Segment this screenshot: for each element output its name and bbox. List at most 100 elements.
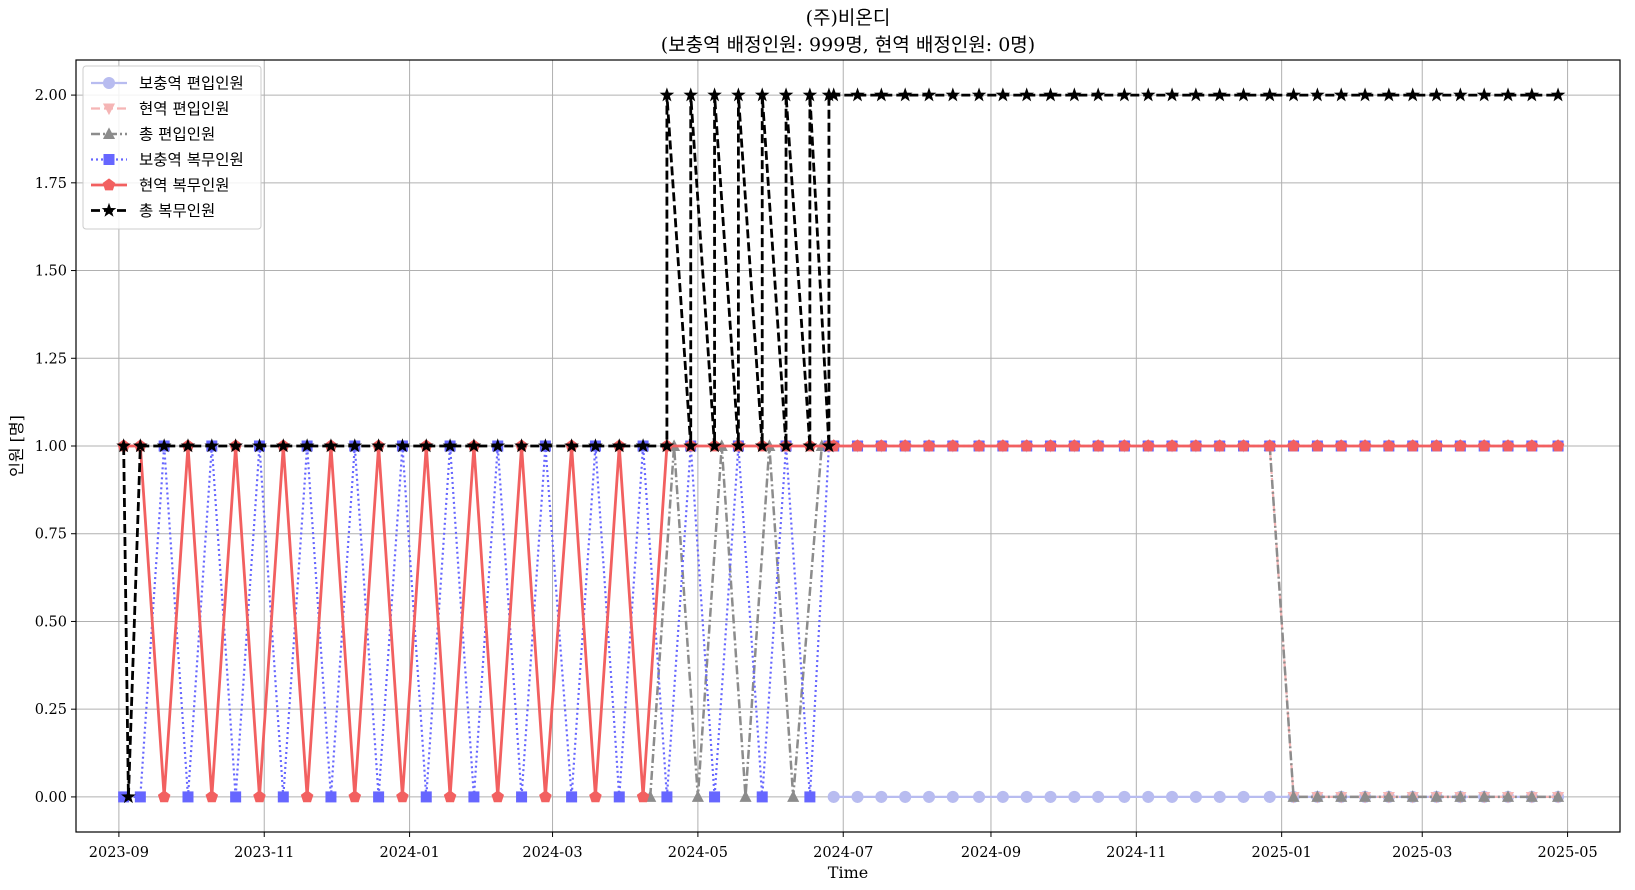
data-point [875, 790, 888, 803]
data-point [348, 790, 362, 803]
data-point [443, 790, 457, 803]
data-point [395, 438, 410, 453]
legend-item-s6: 총 복무인원 [91, 202, 215, 220]
data-point [1551, 790, 1565, 802]
x-tick-label: 2023-09 [89, 845, 149, 861]
data-point [1117, 87, 1132, 102]
data-point [420, 791, 432, 803]
data-point [1263, 439, 1277, 452]
y-tick-label: 1.00 [35, 439, 67, 455]
series-s5 [117, 439, 1565, 803]
data-point [707, 87, 722, 102]
y-tick-label: 2.00 [35, 88, 67, 104]
legend-label: 총 복무인원 [139, 202, 215, 220]
chart-subtitle: (보충역 배정인원: 999명, 현역 배정인원: 0명) [661, 34, 1035, 56]
data-point [1263, 790, 1276, 803]
data-point [102, 127, 116, 139]
data-point [731, 87, 746, 102]
data-point [180, 438, 196, 453]
data-point [611, 438, 627, 453]
data-point [1020, 439, 1033, 452]
data-point [253, 790, 266, 803]
data-point [116, 438, 131, 453]
data-point [418, 438, 434, 453]
data-point [1501, 439, 1515, 452]
x-tick-label: 2024-05 [668, 845, 728, 861]
data-point [1091, 439, 1105, 452]
data-point [1165, 439, 1179, 452]
data-point [1286, 87, 1301, 102]
data-point [1020, 790, 1033, 803]
data-point [1189, 439, 1203, 452]
data-point [1453, 87, 1468, 102]
data-point [1237, 790, 1250, 803]
data-point [514, 438, 529, 453]
data-point [101, 202, 117, 217]
chart-title: (주)비온디 [806, 7, 891, 29]
data-point [851, 790, 864, 803]
data-point [802, 438, 818, 453]
y-tick-label: 1.75 [35, 176, 67, 192]
data-point [778, 87, 794, 102]
data-point [851, 439, 864, 452]
data-point [972, 439, 986, 452]
data-point [1357, 87, 1373, 102]
data-point [516, 791, 528, 803]
data-point [1500, 87, 1516, 102]
axis-ticks: 2023-09 2023-11 2024-01 2024-03 2024-05 2024-… [35, 88, 1598, 861]
data-point [1118, 790, 1131, 803]
data-point [922, 439, 936, 452]
x-tick-label: 2025-01 [1252, 845, 1312, 861]
data-point [300, 790, 314, 803]
data-point [1067, 87, 1082, 102]
data-point [442, 438, 458, 453]
y-tick-label: 1.50 [35, 264, 67, 280]
legend-label: 현역 편입인원 [139, 100, 230, 118]
data-point [121, 789, 136, 804]
data-point [1068, 439, 1081, 452]
x-tick-label: 2025-03 [1392, 845, 1452, 861]
data-point [299, 438, 315, 453]
data-point [731, 438, 746, 453]
data-point [182, 791, 194, 803]
legend-item-s1: 보충역 편입인원 [91, 75, 244, 93]
data-point [156, 438, 172, 453]
data-point [371, 438, 386, 453]
data-point [490, 438, 506, 453]
data-point [1043, 87, 1058, 102]
data-point [325, 791, 337, 803]
data-point [275, 438, 291, 453]
data-point [826, 87, 842, 102]
data-point [709, 791, 721, 803]
data-point [802, 87, 818, 102]
data-point [707, 438, 722, 453]
data-point [613, 791, 625, 803]
data-point [1310, 87, 1325, 102]
data-point [118, 791, 130, 803]
data-point [1550, 87, 1566, 102]
data-point [636, 790, 650, 803]
data-point [945, 87, 961, 102]
y-tick-label: 0.50 [35, 614, 67, 630]
data-point [102, 103, 116, 116]
data-point [827, 790, 840, 803]
series-s2 [827, 441, 1565, 804]
data-point [323, 438, 339, 453]
data-point [252, 438, 267, 453]
data-point [683, 438, 699, 453]
data-point [347, 438, 363, 453]
data-point [635, 438, 651, 453]
data-point [778, 438, 794, 453]
data-point [205, 790, 219, 803]
data-point [1236, 87, 1251, 102]
data-point [946, 439, 960, 452]
data-point [1019, 87, 1035, 102]
data-point [1188, 87, 1204, 102]
x-tick-label: 2023-11 [234, 845, 294, 861]
data-point [538, 438, 553, 453]
data-point [1525, 790, 1538, 802]
data-point [1044, 439, 1057, 452]
x-tick-label: 2024-11 [1106, 845, 1166, 861]
data-point [897, 87, 913, 102]
